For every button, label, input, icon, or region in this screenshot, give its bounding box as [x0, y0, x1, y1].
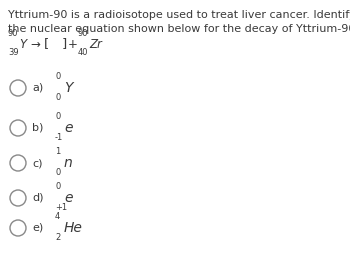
Text: 90: 90 — [8, 29, 19, 38]
Text: 4: 4 — [55, 212, 60, 221]
Text: +: + — [68, 37, 78, 50]
Text: a): a) — [32, 83, 43, 93]
Text: 0: 0 — [55, 182, 60, 191]
Text: 90: 90 — [78, 29, 89, 38]
Text: 0: 0 — [55, 112, 60, 121]
Text: Y: Y — [64, 81, 72, 95]
Text: Y: Y — [19, 37, 26, 50]
Text: 0: 0 — [55, 72, 60, 81]
Text: →: → — [30, 37, 40, 50]
Text: 39: 39 — [8, 48, 19, 57]
Text: c): c) — [32, 158, 42, 168]
Text: n: n — [64, 156, 73, 170]
Text: the nuclear equation shown below for the decay of Yttrium-90.: the nuclear equation shown below for the… — [8, 24, 350, 34]
Text: e: e — [64, 191, 72, 205]
Text: 0: 0 — [55, 93, 60, 102]
Text: e): e) — [32, 223, 43, 233]
Text: +1: +1 — [55, 203, 67, 212]
Text: e: e — [64, 121, 72, 135]
Text: 0: 0 — [55, 168, 60, 177]
Text: 2: 2 — [55, 233, 60, 242]
Text: 1: 1 — [55, 147, 60, 156]
Text: d): d) — [32, 193, 43, 203]
Text: 40: 40 — [78, 48, 89, 57]
Text: -1: -1 — [55, 133, 63, 142]
Text: Zr: Zr — [89, 37, 102, 50]
Text: b): b) — [32, 123, 43, 133]
Text: [   ]: [ ] — [44, 37, 67, 50]
Text: Yttrium-90 is a radioisotope used to treat liver cancer. Identify the missing pa: Yttrium-90 is a radioisotope used to tre… — [8, 10, 350, 20]
Text: He: He — [64, 221, 83, 235]
